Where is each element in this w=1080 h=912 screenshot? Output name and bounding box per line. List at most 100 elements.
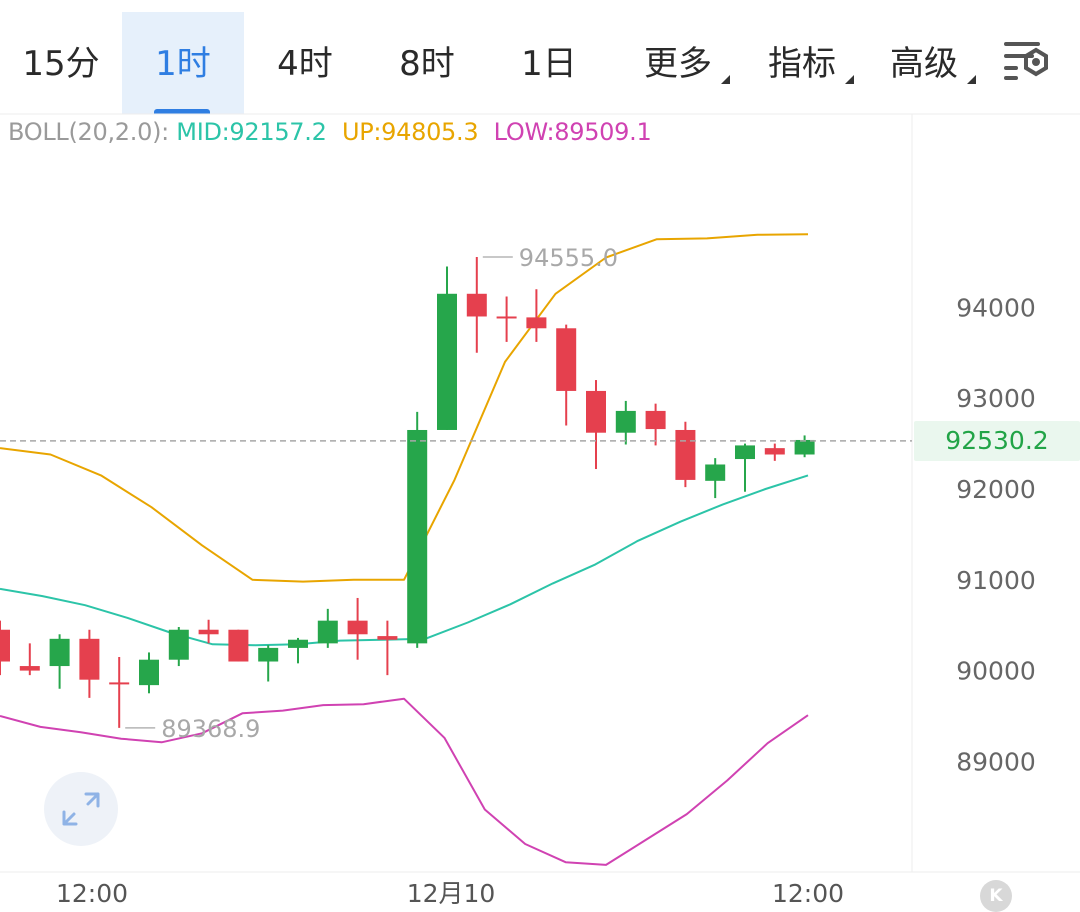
tab-8h[interactable]: 8时 (366, 12, 488, 114)
candle (228, 629, 249, 662)
candle-body (19, 666, 40, 671)
candle-body (764, 448, 785, 455)
boll-upper-line (0, 233, 809, 583)
x-axis-tick: 12:00 (56, 879, 128, 906)
boll-legend: BOLL(20,2.0): MID:92157.2 UP:94805.3 LOW… (8, 118, 652, 146)
candle-body (615, 410, 636, 433)
candle (49, 634, 70, 689)
candle-body (705, 464, 726, 481)
candle (258, 645, 279, 682)
y-axis-tick: 91000 (956, 566, 1036, 595)
candle-body (735, 445, 755, 460)
candle-body (556, 328, 577, 391)
candle (19, 643, 40, 676)
x-axis-tick: 12:00 (772, 879, 844, 906)
candle (168, 627, 189, 667)
candle (466, 257, 487, 353)
candle-body (794, 439, 815, 455)
candle (347, 597, 368, 660)
x-axis-tick: 12月10 (407, 879, 496, 906)
candle (317, 608, 338, 648)
y-axis-tick: 93000 (956, 384, 1036, 413)
k-line-button[interactable]: K (980, 880, 1012, 912)
candle-body (347, 620, 368, 635)
candle (675, 421, 696, 488)
candle-body (645, 410, 666, 430)
candle (794, 435, 815, 458)
candle (496, 296, 517, 342)
candle (645, 403, 666, 446)
y-axis-tick: 90000 (956, 657, 1036, 686)
candle (109, 656, 130, 728)
candle (705, 458, 726, 499)
candle-body (586, 390, 606, 433)
boll-mid-line (0, 474, 809, 647)
candle (0, 620, 10, 676)
boll-name: BOLL(20,2.0): (8, 118, 169, 146)
tab-advanced[interactable]: 高级 (872, 12, 976, 114)
tab-label: 1日 (521, 44, 577, 84)
tab-label: 更多 (644, 44, 712, 84)
candle-body (49, 638, 70, 667)
candle-body (496, 316, 517, 319)
dropdown-triangle-icon (967, 75, 976, 84)
current-price-tag: 92530.2 (914, 421, 1080, 461)
candle (198, 619, 219, 644)
candle (556, 324, 577, 426)
candle-body (79, 638, 100, 680)
candle-body (198, 629, 219, 635)
tab-label: 8时 (399, 44, 455, 84)
tab-4h[interactable]: 4时 (244, 12, 366, 114)
extreme-annotations: 94555.0 89368.9 (125, 244, 618, 743)
candle (407, 411, 428, 648)
dropdown-triangle-icon (721, 75, 730, 84)
active-tab-indicator (154, 109, 210, 114)
tab-1h[interactable]: 1时 (122, 12, 244, 114)
tab-label: 4时 (277, 44, 333, 84)
candle (139, 652, 159, 694)
candle-body (407, 429, 428, 644)
low-annotation: 89368.9 (161, 715, 260, 743)
tab-label: 15分 (22, 44, 100, 84)
candle-body (675, 429, 696, 480)
candle-body (377, 636, 398, 640)
boll-lower-line (0, 697, 809, 866)
candle (377, 620, 398, 676)
axis-labels: 89000 90000 91000 92000 93000 94000 12:00 12月10… (56, 293, 1036, 906)
candle (735, 443, 755, 492)
boll-mid-value: MID:92157.2 (176, 118, 327, 146)
y-axis-tick: 94000 (956, 293, 1036, 322)
boll-bands (0, 233, 809, 866)
tab-label: 高级 (890, 44, 958, 84)
candle-body (317, 620, 338, 644)
y-axis-tick: 89000 (956, 747, 1036, 776)
tab-label: 1时 (155, 44, 211, 84)
timeframe-tabbar: 15分 1时 4时 8时 1日 更多 指标 高级 (0, 0, 1080, 114)
tab-more[interactable]: 更多 (626, 12, 730, 114)
candle-body (437, 293, 457, 430)
candle-body (109, 682, 130, 685)
candle (437, 266, 457, 430)
candle (79, 629, 100, 698)
candle (288, 637, 308, 664)
chart-settings-icon[interactable] (998, 36, 1060, 88)
candle-body (139, 659, 159, 686)
tab-label: 指标 (768, 44, 836, 84)
candle-body (168, 629, 189, 660)
high-annotation: 94555.0 (519, 244, 618, 272)
candles (0, 257, 815, 728)
boll-low-value: LOW:89509.1 (493, 118, 652, 146)
candle (586, 380, 606, 470)
candle-body (466, 293, 487, 317)
dropdown-triangle-icon (845, 75, 854, 84)
expand-icon[interactable] (44, 772, 118, 846)
candle-body (258, 647, 279, 662)
candle (764, 443, 785, 461)
candle (526, 289, 547, 342)
candle-body (288, 639, 308, 648)
candle (615, 400, 636, 445)
tab-15min[interactable]: 15分 (0, 12, 122, 114)
tab-1d[interactable]: 1日 (488, 12, 610, 114)
tab-indicators[interactable]: 指标 (750, 12, 854, 114)
